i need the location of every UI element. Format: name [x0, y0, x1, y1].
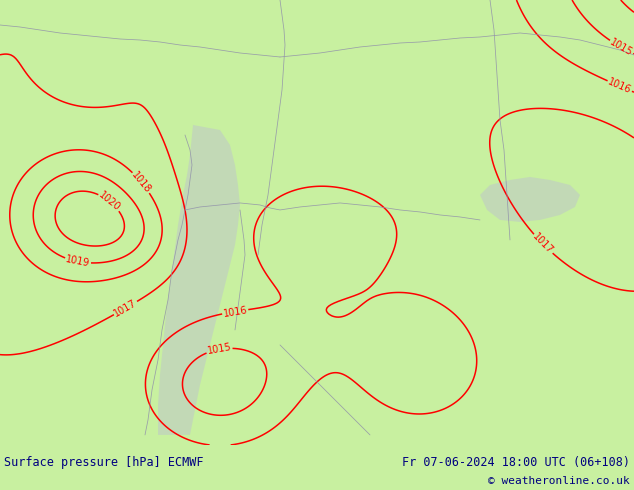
Text: 1015: 1015: [608, 37, 634, 58]
Text: 1016: 1016: [223, 305, 248, 318]
Text: Surface pressure [hPa] ECMWF: Surface pressure [hPa] ECMWF: [4, 456, 204, 469]
Polygon shape: [480, 177, 580, 222]
Text: 1020: 1020: [97, 190, 122, 213]
Text: 1016: 1016: [607, 77, 633, 96]
Polygon shape: [158, 125, 240, 435]
Text: 1018: 1018: [130, 170, 153, 195]
Text: 1019: 1019: [65, 254, 91, 269]
Text: 1015: 1015: [206, 342, 232, 356]
Text: 1017: 1017: [112, 298, 139, 319]
Text: Fr 07-06-2024 18:00 UTC (06+108): Fr 07-06-2024 18:00 UTC (06+108): [402, 456, 630, 469]
Text: © weatheronline.co.uk: © weatheronline.co.uk: [488, 476, 630, 486]
Text: 1017: 1017: [531, 232, 555, 256]
